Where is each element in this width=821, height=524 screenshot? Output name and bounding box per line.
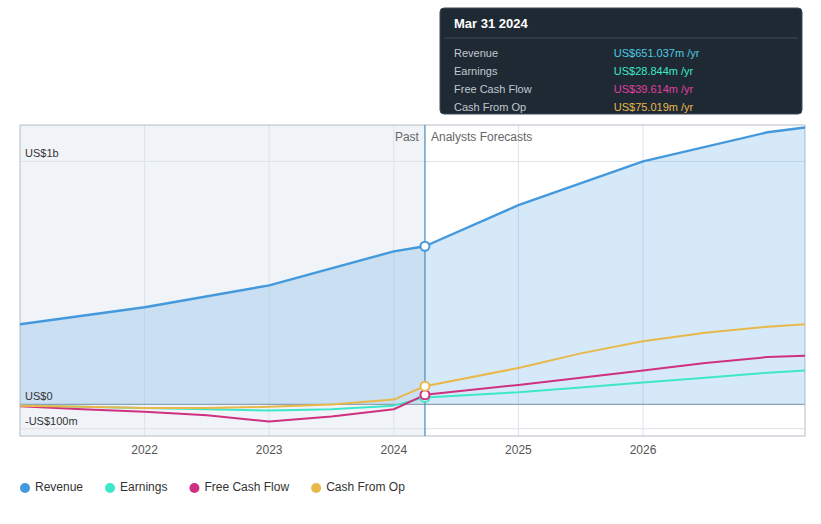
y-tick-label: US$0	[25, 390, 53, 402]
x-tick-label: 2024	[380, 443, 407, 457]
plot-frame	[20, 125, 805, 436]
legend-swatch	[311, 483, 321, 493]
divider-marker	[420, 242, 429, 251]
legend: Revenue Earnings Free Cash Flow Cash From O…	[20, 480, 405, 494]
tooltip-value: US$39.614m /yr	[614, 83, 694, 95]
divider-marker	[420, 382, 429, 391]
legend-swatch	[20, 483, 30, 493]
tooltip-label: Earnings	[454, 65, 498, 77]
tooltip: Mar 31 2024 Revenue US$651.037m /yr Earning…	[440, 8, 802, 114]
tooltip-title: Mar 31 2024	[454, 16, 528, 31]
grid	[20, 125, 805, 436]
x-tick-label: 2025	[505, 443, 532, 457]
y-tick-label: US$1b	[25, 147, 59, 159]
tooltip-label: Cash From Op	[454, 101, 526, 113]
legend-label: Earnings	[120, 480, 167, 494]
annotation: Past	[395, 130, 420, 144]
legend-label: Revenue	[35, 480, 83, 494]
y-grid-line	[20, 428, 805, 429]
x-tick-label: 2022	[131, 443, 158, 457]
tooltip-separator	[444, 38, 798, 39]
x-tick-label: 2023	[256, 443, 283, 457]
annotation: Analysts Forecasts	[431, 130, 532, 144]
chart-container: 2022 2023 2024 2025 2026 -US$100m US$0 US$1b Pas…	[0, 0, 821, 524]
legend-swatch	[189, 483, 199, 493]
x-tick-label: 2026	[630, 443, 657, 457]
legend-label: Cash From Op	[326, 480, 405, 494]
chart-svg: 2022 2023 2024 2025 2026 -US$100m US$0 US$1b Pas…	[0, 0, 821, 524]
labels: 2022 2023 2024 2025 2026 -US$100m US$0 US$1b Pas…	[25, 130, 657, 457]
line	[20, 127, 805, 324]
line	[20, 370, 805, 410]
tooltip-value: US$651.037m /yr	[614, 47, 700, 59]
tooltip-label: Free Cash Flow	[454, 83, 532, 95]
tooltip-label: Revenue	[454, 47, 498, 59]
y-tick-label: -US$100m	[25, 415, 78, 427]
legend-label: Free Cash Flow	[204, 480, 289, 494]
tooltip-value: US$28.844m /yr	[614, 65, 694, 77]
area	[20, 127, 805, 404]
line	[20, 356, 805, 422]
legend-swatch	[105, 483, 115, 493]
tooltip-value: US$75.019m /yr	[614, 101, 694, 113]
plot-marks	[20, 125, 805, 436]
tooltip-box	[440, 8, 802, 114]
line	[20, 324, 805, 408]
